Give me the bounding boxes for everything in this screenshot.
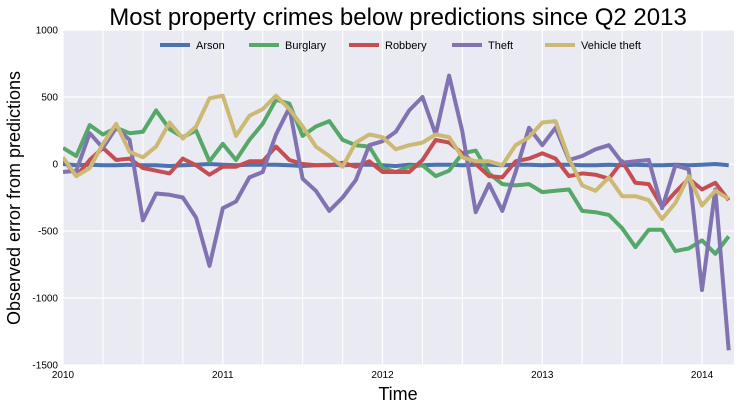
series-line-arson <box>63 162 729 168</box>
legend-label: Vehicle theft <box>581 40 641 52</box>
x-tick-label: 2011 <box>212 370 234 381</box>
y-tick-label: -1500 <box>32 361 58 372</box>
x-tick-labels: 2010 2011 2012 2013 2014 <box>52 370 714 381</box>
series-line-theft <box>63 73 731 351</box>
series-line-robbery <box>63 137 731 209</box>
y-tick-labels: -1500 -1000 -500 0 500 1000 <box>32 26 58 372</box>
legend-label: Robbery <box>385 40 427 52</box>
series-lines <box>63 73 731 351</box>
y-tick-label: -500 <box>38 227 58 238</box>
y-tick-label: 500 <box>41 93 58 104</box>
x-tick-label: 2012 <box>371 370 394 381</box>
y-axis-label: Observed error from predictions <box>4 71 24 325</box>
legend-label: Arson <box>196 40 225 52</box>
legend-label: Burglary <box>285 40 326 52</box>
y-tick-label: 0 <box>52 160 58 171</box>
x-tick-label: 2013 <box>531 370 554 381</box>
series-line-vehicle-theft <box>63 93 730 221</box>
legend-label: Theft <box>488 40 513 52</box>
y-tick-label: 1000 <box>36 26 59 37</box>
x-tick-label: 2010 <box>52 370 75 381</box>
chart-title: Most property crimes below predictions s… <box>109 4 687 31</box>
y-tick-label: -1000 <box>32 294 58 305</box>
x-axis-label: Time <box>378 384 417 404</box>
legend: Arson Burglary Robbery Theft Vehicle theft <box>160 40 641 52</box>
x-tick-label: 2014 <box>691 370 714 381</box>
